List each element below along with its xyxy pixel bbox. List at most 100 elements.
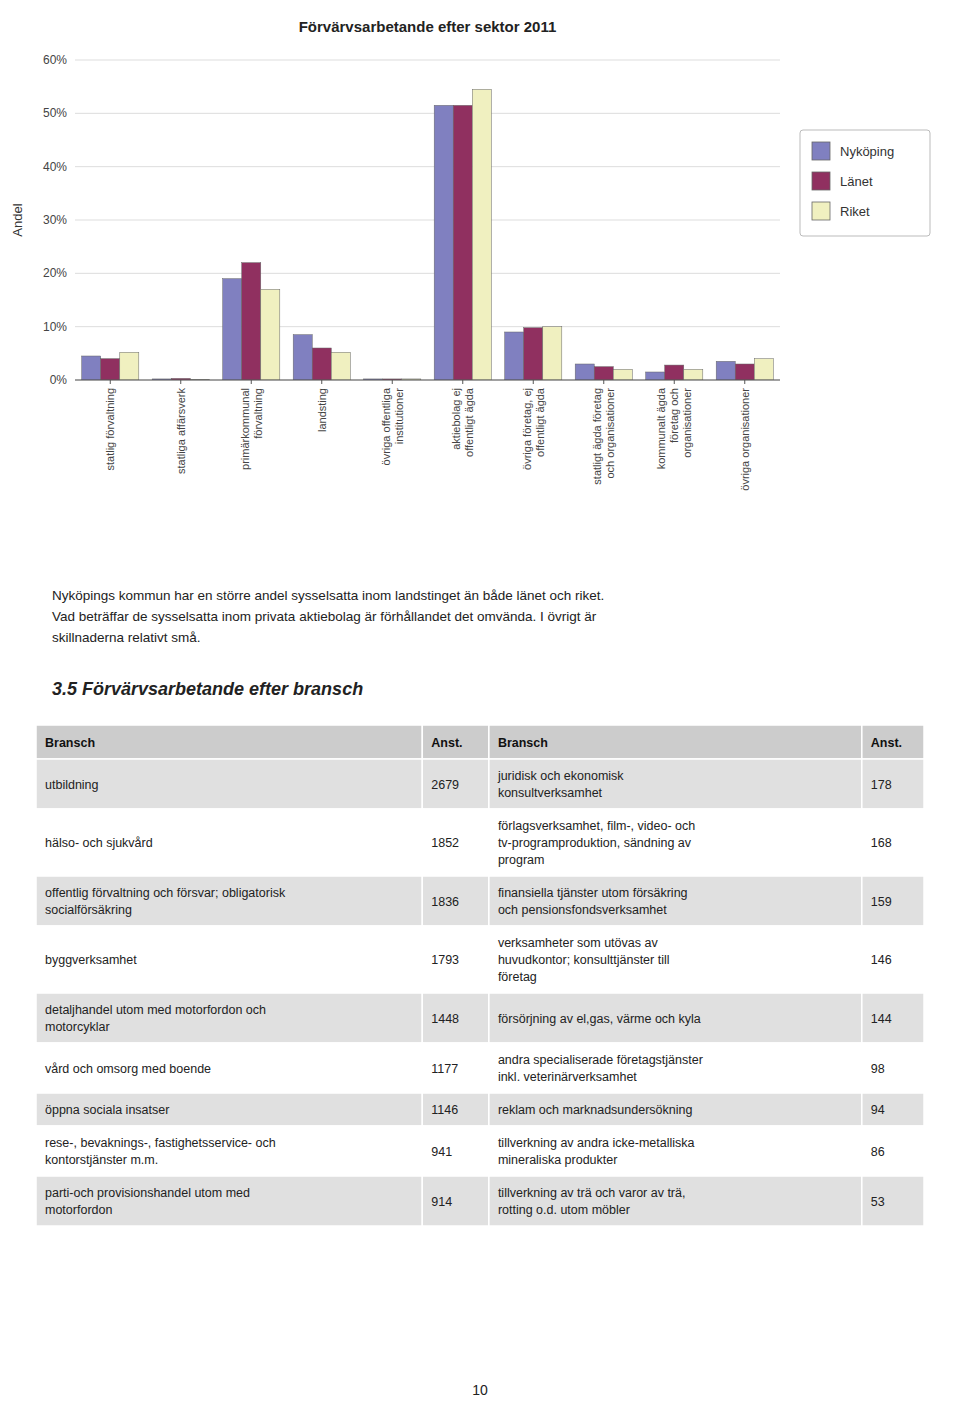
text-line: detaljhandel utom med motorfordon och: [45, 1003, 266, 1017]
legend-swatch: [812, 202, 830, 220]
table-cell-text: rese-, bevaknings-, fastighetsservice- o…: [45, 1136, 276, 1167]
table-cell: [36, 759, 422, 809]
text-line: offentlig förvaltning och försvar; oblig…: [45, 886, 286, 900]
bar: [261, 289, 280, 380]
table-cell-text: förlagsverksamhet, film-, video- ochtv-p…: [498, 819, 695, 867]
text-line: huvudkontor; konsulttjänster till: [498, 953, 670, 967]
text-line: 178: [871, 778, 892, 792]
table-cell-text: 1146: [431, 1103, 458, 1117]
legend-label: Nyköping: [840, 144, 894, 159]
table-cell: [422, 809, 489, 876]
legend-frame: [800, 130, 930, 236]
bar: [242, 263, 261, 380]
y-tick-label: 50%: [43, 106, 67, 120]
table-cell: [489, 1126, 862, 1176]
bar: [82, 356, 101, 380]
x-tick-label: övriga organisationer: [739, 388, 751, 491]
chart-title: Förvärvsarbetande efter sektor 2011: [299, 18, 557, 35]
bar: [684, 369, 703, 380]
y-tick-label: 40%: [43, 160, 67, 174]
table-cell-text: försörjning av el,gas, värme och kyla: [498, 1012, 701, 1026]
table-cell-text: 146: [871, 953, 892, 967]
text-line: 1793: [431, 953, 459, 967]
text-line: övriga organisationer: [739, 388, 751, 491]
text-line: 1448: [431, 1012, 459, 1026]
text-line: och pensionsfondsverksamhet: [498, 903, 667, 917]
table-cell: [36, 809, 422, 876]
grid-line: [75, 220, 780, 221]
text-line: byggverksamhet: [45, 953, 137, 967]
text-line: juridisk och ekonomisk: [497, 769, 624, 783]
x-tick-label-group: statligt ägda företagoch organisationer: [591, 388, 616, 485]
table-cell-text: vård och omsorg med boende: [45, 1062, 211, 1076]
text-line: socialförsäkring: [45, 903, 132, 917]
text-line: kommunalt ägda: [655, 387, 667, 469]
table-cell-text: 86: [871, 1145, 885, 1159]
table-header: Anst.: [431, 736, 462, 750]
bar: [293, 335, 312, 380]
table-cell: [422, 1176, 489, 1226]
grid-line: [75, 60, 780, 61]
table-cell-text: offentlig förvaltning och försvar; oblig…: [45, 886, 286, 917]
x-tick-label-group: kommunalt ägdaföretag ochorganisationer: [655, 387, 693, 469]
x-tick-label-group: aktiebolag ejoffentligt ägda: [450, 387, 475, 457]
table-cell-text: tillverkning av andra icke-metalliskamin…: [498, 1136, 695, 1167]
bar: [223, 279, 242, 380]
table-cell: [36, 993, 422, 1043]
text-line: förlagsverksamhet, film-, video- och: [498, 819, 695, 833]
text-line: tillverkning av trä och varor av trä,: [498, 1186, 686, 1200]
table-cell-text: juridisk och ekonomiskkonsultverksamhet: [497, 769, 624, 800]
body-text: Nyköpings kommun har en större andel sys…: [52, 588, 604, 603]
grid-line: [75, 326, 780, 327]
text-line: offentligt ägda: [534, 387, 546, 457]
text-line: inkl. veterinärverksamhet: [498, 1070, 637, 1084]
table-header-cell: [489, 725, 862, 759]
x-tick-label: statlig förvaltning: [104, 388, 116, 471]
background: [0, 0, 960, 1416]
x-tick-label: aktiebolag ejoffentligt ägda: [450, 387, 475, 457]
table-cell: [862, 1126, 924, 1176]
text-line: motorcyklar: [45, 1020, 110, 1034]
text-line: 168: [871, 836, 892, 850]
table-cell: [489, 993, 862, 1043]
text-line: 98: [871, 1062, 885, 1076]
text-line: rese-, bevaknings-, fastighetsservice- o…: [45, 1136, 276, 1150]
table-cell: [489, 876, 862, 926]
legend-swatch: [812, 142, 830, 160]
text-line: motorfordon: [45, 1203, 112, 1217]
table-header: Bransch: [498, 736, 548, 750]
body-text: skillnaderna relativt små.: [52, 630, 201, 645]
table-cell-text: 1836: [431, 895, 459, 909]
text-line: offentligt ägda: [463, 387, 475, 457]
text-line: kontorstjänster m.m.: [45, 1153, 158, 1167]
grid-line: [75, 113, 780, 114]
chart: Förvärvsarbetande efter sektor 20110%10%…: [10, 18, 930, 491]
x-tick: [603, 380, 604, 384]
text-line: 941: [431, 1145, 452, 1159]
y-tick-label: 20%: [43, 266, 67, 280]
table-cell-text: 914: [431, 1195, 452, 1209]
table-header: Bransch: [45, 736, 95, 750]
x-tick-label: statligt ägda företagoch organisationer: [591, 388, 616, 485]
x-tick: [533, 380, 534, 384]
bar: [613, 369, 632, 380]
y-tick-label: 10%: [43, 320, 67, 334]
table-cell: [36, 1126, 422, 1176]
x-tick-label-group: övriga organisationer: [739, 388, 751, 491]
text-line: företag och: [668, 388, 680, 443]
x-tick-label: kommunalt ägdaföretag ochorganisationer: [655, 387, 693, 469]
x-tick-label: primärkommunalförvaltning: [239, 388, 264, 470]
x-tick: [392, 380, 393, 384]
table-cell: [489, 809, 862, 876]
table-cell-text: 1793: [431, 953, 459, 967]
page: Förvärvsarbetande efter sektor 20110%10%…: [0, 0, 960, 1416]
text-line: 2679: [431, 778, 459, 792]
text-line: 159: [871, 895, 892, 909]
table-cell-text: 178: [871, 778, 892, 792]
x-tick: [251, 380, 252, 384]
text-line: aktiebolag ej: [450, 388, 462, 450]
x-tick: [462, 380, 463, 384]
bar: [754, 359, 773, 380]
table-cell: [422, 993, 489, 1043]
bar: [472, 89, 491, 380]
